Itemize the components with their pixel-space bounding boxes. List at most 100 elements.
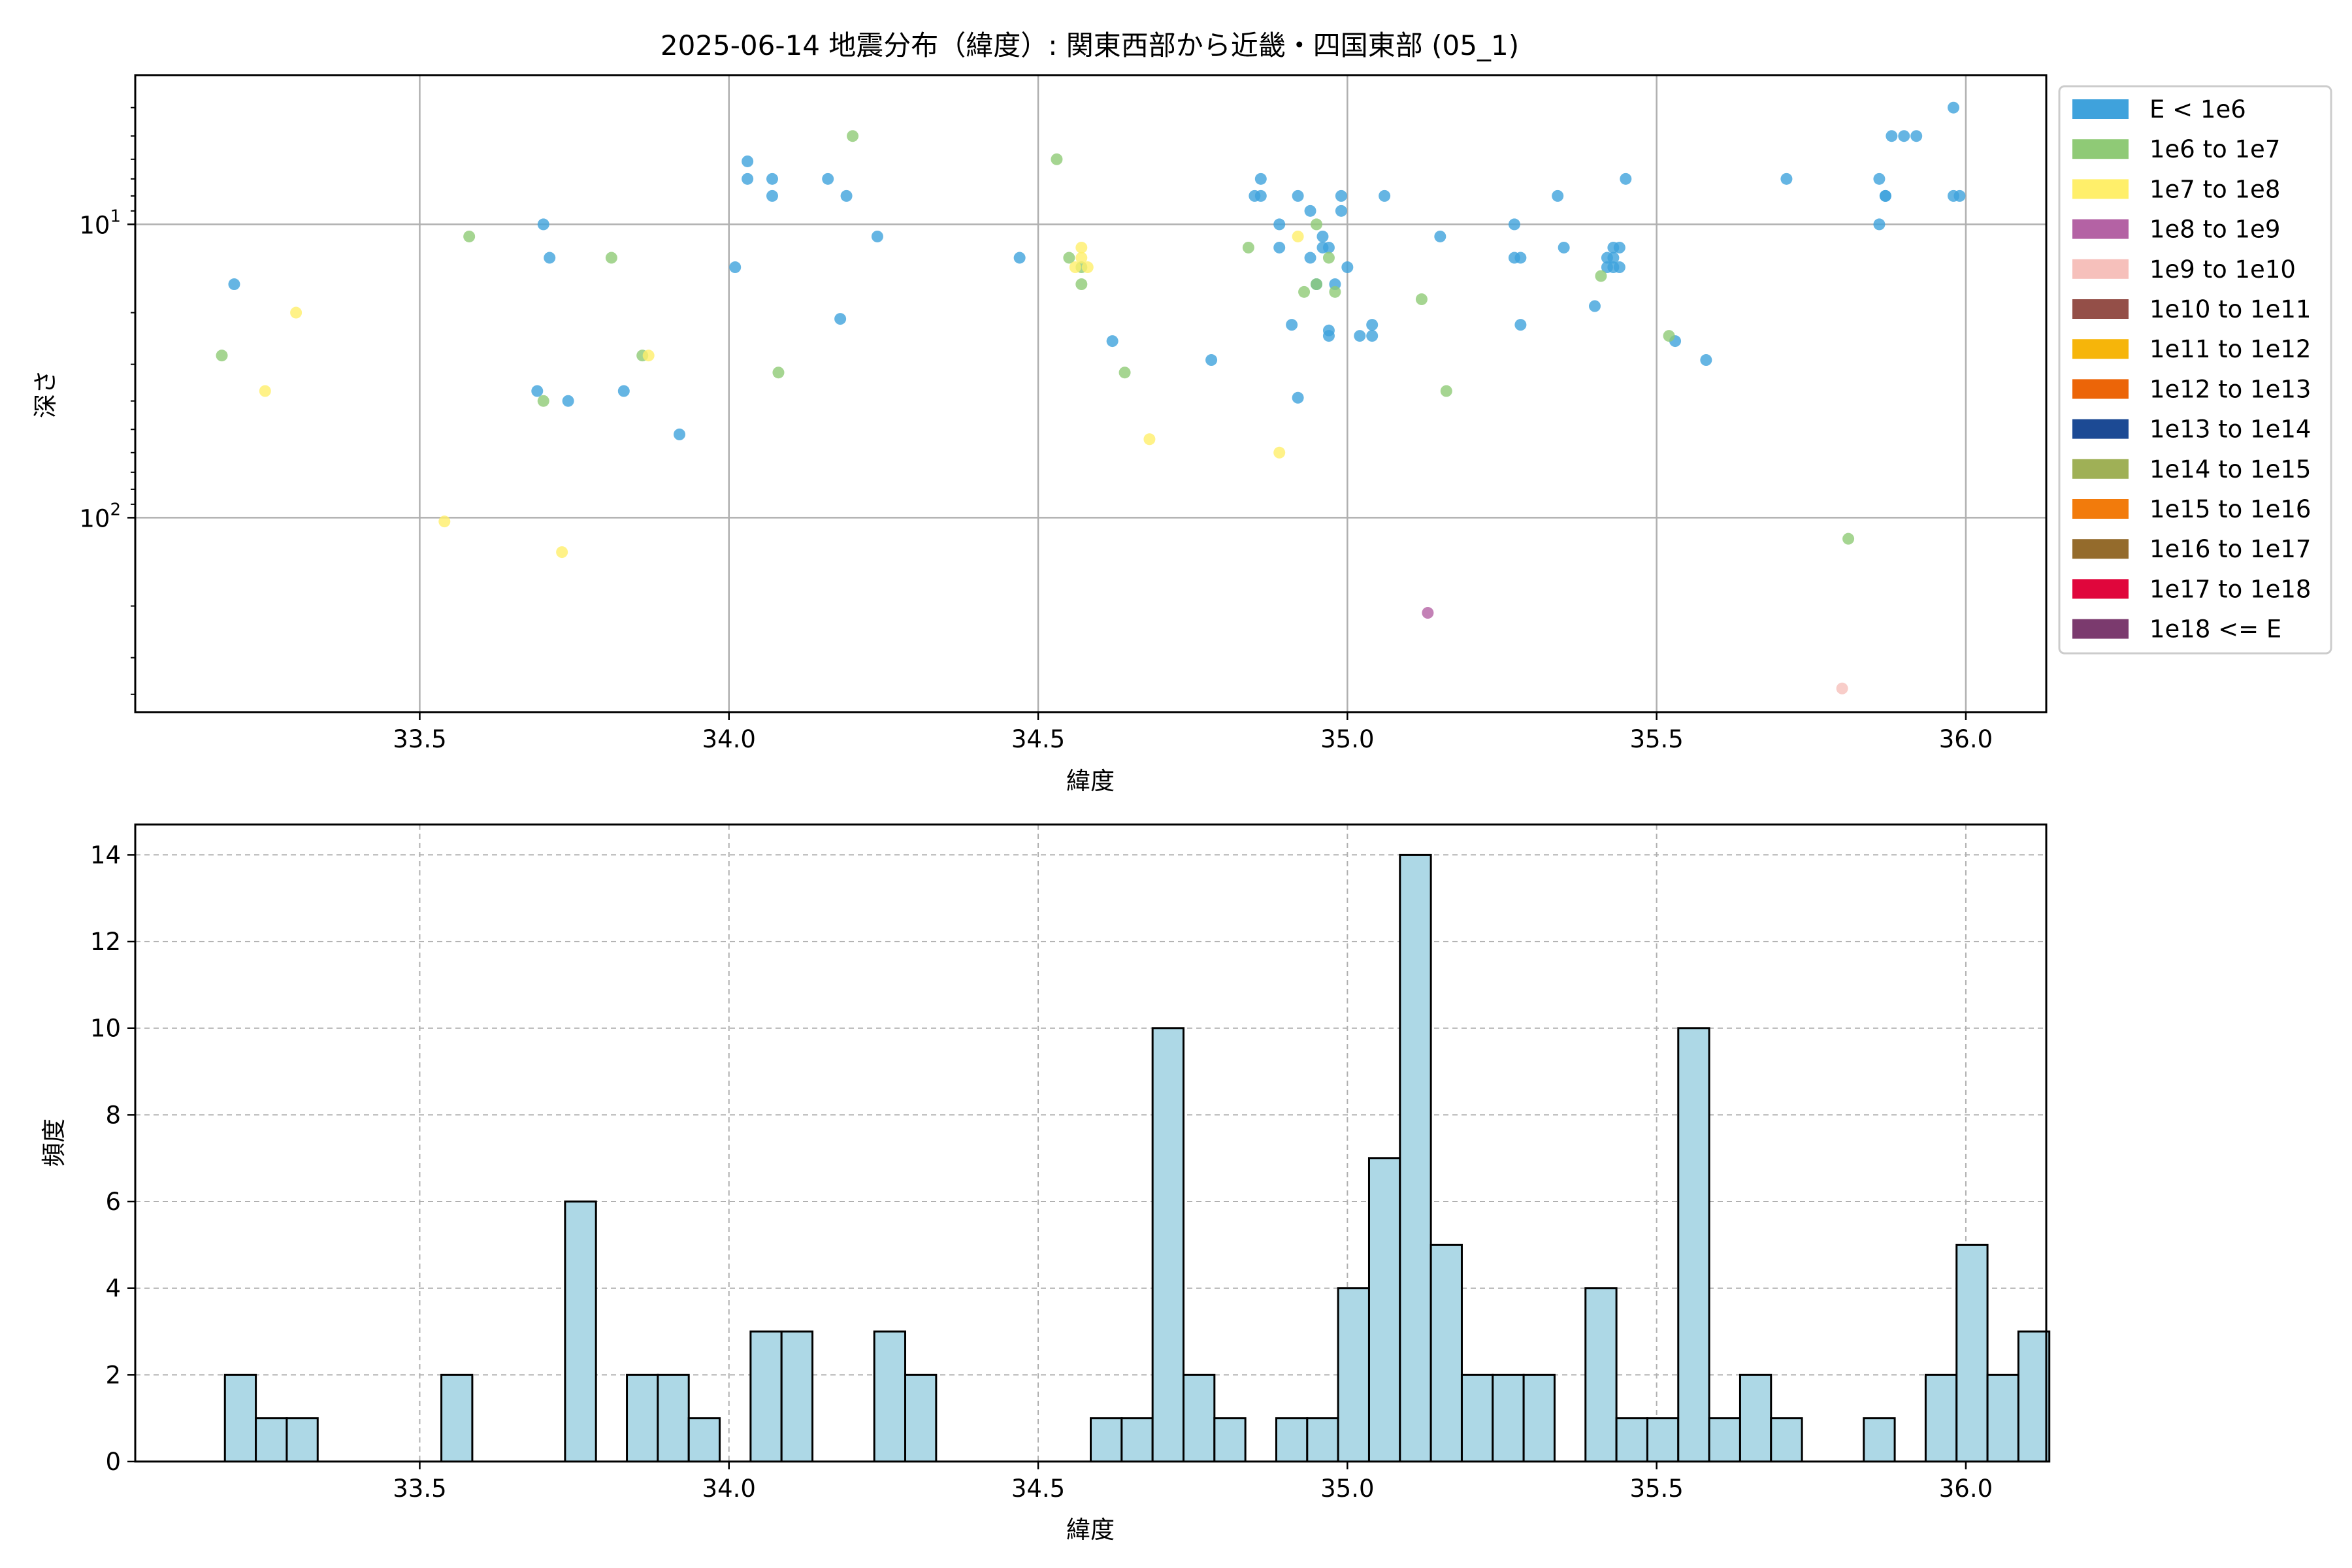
legend-label: E < 1e6: [2149, 95, 2246, 123]
scatter-point: [1292, 189, 1304, 202]
legend-label: 1e14 to 1e15: [2149, 455, 2311, 483]
scatter-point: [742, 155, 754, 167]
histogram-bar: [223, 1373, 257, 1463]
scatter-point: [840, 189, 853, 202]
histogram-bar: [1120, 1417, 1154, 1463]
scatter-point: [834, 313, 847, 325]
scatter-x-tick-label: 36.0: [1939, 725, 1993, 753]
scatter-point: [1898, 130, 1910, 142]
scatter-x-tick-label: 34.5: [1011, 725, 1065, 753]
histogram-y-tick-label: 8: [105, 1101, 121, 1129]
scatter-point: [1953, 189, 1966, 202]
legend-label: 1e10 to 1e11: [2149, 295, 2311, 323]
scatter-point: [1588, 300, 1601, 312]
scatter-point: [1613, 261, 1625, 274]
scatter-point: [1106, 335, 1119, 348]
scatter-point: [1273, 218, 1286, 231]
scatter-point: [1075, 278, 1088, 291]
histogram-y-tick-label: 2: [105, 1361, 121, 1389]
scatter-y-tick-base: 10: [79, 504, 110, 532]
histogram-bars: [223, 853, 2051, 1463]
legend-swatch: [2072, 579, 2129, 599]
scatter-point: [1341, 261, 1354, 274]
scatter-point: [531, 385, 544, 397]
scatter-point: [1836, 682, 1848, 694]
scatter-point: [1335, 189, 1347, 202]
scatter-point: [1434, 230, 1446, 242]
histogram-x-axis-label: 緯度: [1066, 1516, 1115, 1544]
histogram-y-tick-label: 6: [105, 1188, 121, 1216]
histogram-bar: [749, 1330, 783, 1463]
histogram-bar: [1646, 1417, 1680, 1463]
legend-label: 1e13 to 1e14: [2149, 416, 2311, 444]
scatter-point: [228, 278, 240, 291]
scatter-point: [766, 189, 778, 202]
scatter-point: [1311, 278, 1323, 291]
legend-swatch: [2072, 179, 2129, 199]
scatter-point: [605, 252, 617, 264]
scatter-point: [1273, 446, 1286, 459]
legend-swatch: [2072, 299, 2129, 319]
legend-swatch: [2072, 419, 2129, 439]
histogram-bar: [1151, 1027, 1184, 1463]
legend-swatch: [2072, 539, 2129, 559]
scatter-point: [1322, 241, 1335, 253]
legend-swatch: [2072, 339, 2129, 359]
histogram-x-tick-label: 34.5: [1011, 1475, 1065, 1503]
scatter-point: [1700, 354, 1712, 367]
scatter-points: [216, 101, 1966, 694]
scatter-point: [259, 385, 271, 397]
scatter-point: [1335, 204, 1347, 217]
scatter-point: [1292, 230, 1304, 242]
scatter-point: [1322, 252, 1335, 264]
histogram-bar: [657, 1373, 690, 1463]
histogram-panel: 33.5 34.0 34.5 35.0 35.5 36.0 0 2 4 6 8 10 12 14 緯度 頻…: [40, 823, 2051, 1544]
histogram-x-tick-label: 35.5: [1629, 1475, 1683, 1503]
legend-label: 1e17 to 1e18: [2149, 575, 2311, 603]
scatter-y-tick-exponent: 1: [110, 206, 121, 226]
scatter-point: [1620, 172, 1632, 185]
scatter-point: [1298, 286, 1311, 298]
histogram-bar: [1739, 1373, 1772, 1463]
scatter-point: [871, 230, 883, 242]
histogram-bar: [1399, 853, 1432, 1463]
legend-swatch: [2072, 99, 2129, 119]
scatter-point: [1316, 230, 1329, 242]
scatter-point: [742, 172, 754, 185]
histogram-bar: [1429, 1243, 1463, 1463]
histogram-bar: [780, 1330, 814, 1463]
scatter-point: [1595, 270, 1607, 282]
scatter-point: [1440, 385, 1452, 397]
scatter-point: [847, 130, 859, 142]
histogram-x-tick-label: 33.5: [393, 1475, 446, 1503]
histogram-bar: [1492, 1373, 1525, 1463]
scatter-point: [1842, 532, 1855, 545]
legend-label: 1e9 to 1e10: [2149, 255, 2296, 284]
legend-swatch: [2072, 259, 2129, 279]
scatter-point: [438, 515, 451, 528]
scatter-x-tick-label: 33.5: [393, 725, 446, 753]
scatter-point: [1311, 218, 1323, 231]
histogram-x-tick-label: 36.0: [1939, 1475, 1993, 1503]
scatter-point: [1273, 241, 1286, 253]
scatter-point: [1205, 354, 1218, 367]
scatter-point: [1910, 130, 1923, 142]
figure-title: 2025-06-14 地震分布（緯度）: 関東西部から近畿・四国東部 (05_1…: [661, 29, 1519, 61]
histogram-bar: [1182, 1373, 1216, 1463]
scatter-point: [216, 350, 228, 362]
scatter-point: [1354, 330, 1366, 342]
legend-label: 1e12 to 1e13: [2149, 375, 2311, 403]
scatter-point: [1514, 252, 1527, 264]
scatter-y-tick-base: 10: [79, 211, 110, 239]
histogram-y-tick-label: 10: [90, 1015, 121, 1043]
scatter-point: [1292, 391, 1304, 404]
scatter-point: [1075, 252, 1088, 264]
scatter-x-tick-label: 34.0: [702, 725, 756, 753]
scatter-point: [1607, 252, 1620, 264]
scatter-point: [1242, 241, 1254, 253]
histogram-axes-frame: [134, 823, 2048, 1463]
scatter-point: [1081, 261, 1094, 274]
scatter-point: [642, 350, 655, 362]
